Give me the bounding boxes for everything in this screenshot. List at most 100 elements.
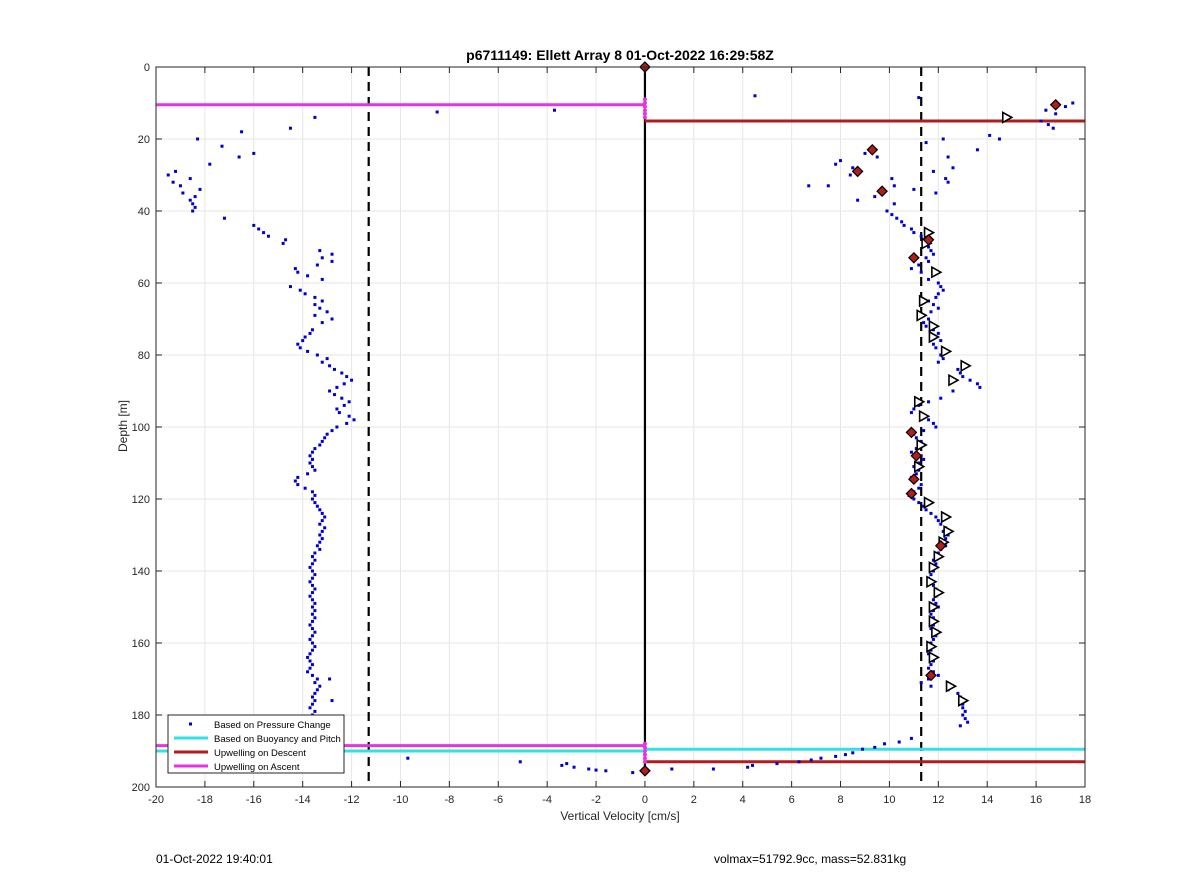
triangle-marker <box>940 345 953 358</box>
descent-marker <box>866 143 879 156</box>
data-point <box>885 209 889 213</box>
data-point <box>843 753 847 757</box>
data-point <box>196 137 200 141</box>
data-point <box>313 551 317 555</box>
y-tick-label: 100 <box>132 422 150 434</box>
data-point <box>310 465 314 469</box>
data-point <box>900 220 904 224</box>
triangle-marker <box>928 330 941 344</box>
y-tick-label: 0 <box>144 62 150 74</box>
data-point <box>318 249 322 253</box>
x-tick-label: -12 <box>344 794 360 806</box>
data-point <box>797 760 801 764</box>
data-point <box>320 537 324 541</box>
data-point <box>927 317 931 321</box>
data-point <box>310 619 314 623</box>
data-point <box>435 110 439 114</box>
data-point <box>939 353 943 357</box>
descent-marker <box>925 669 937 682</box>
triangle-marker <box>928 651 941 664</box>
data-point <box>604 769 608 773</box>
plot-area: -20 -18 -16 -14 -12 -10 -8 -6 -4 -2 0 2 4 6 8 10 12 14 16 1… <box>132 61 1091 806</box>
data-point <box>834 162 838 166</box>
data-point <box>310 591 314 595</box>
data-point <box>313 295 317 299</box>
data-point <box>552 108 556 112</box>
data-point <box>284 238 288 242</box>
data-point <box>914 447 918 451</box>
data-point <box>956 367 960 371</box>
data-point <box>826 184 830 188</box>
data-point <box>594 768 598 772</box>
data-point <box>337 411 341 415</box>
ascent-marker <box>642 108 647 113</box>
data-point <box>318 508 322 512</box>
data-point <box>958 724 962 728</box>
data-point <box>350 378 354 382</box>
data-point <box>313 699 317 703</box>
data-point <box>929 573 933 577</box>
chart-title: p6711149: Ellett Array 8 01-Oct-2022 16:… <box>466 47 774 63</box>
data-point <box>751 763 755 767</box>
data-point <box>315 544 319 548</box>
y-tick-label: 200 <box>132 782 150 794</box>
data-point <box>320 360 324 364</box>
data-point <box>929 627 933 631</box>
ascent-marker <box>642 745 647 750</box>
data-point <box>929 663 933 667</box>
data-point <box>861 747 865 751</box>
data-point <box>188 198 192 202</box>
triangle-marker <box>928 561 941 574</box>
data-point <box>301 339 305 343</box>
data-point <box>927 277 931 281</box>
data-point <box>951 389 955 393</box>
data-point <box>922 504 926 508</box>
data-point <box>332 367 336 371</box>
data-point <box>320 256 324 260</box>
data-point <box>222 216 226 220</box>
data-point <box>310 457 314 461</box>
data-point <box>944 537 948 541</box>
data-point <box>924 256 928 260</box>
data-point <box>997 137 1001 141</box>
data-point <box>753 94 757 98</box>
data-point <box>939 522 943 526</box>
data-point <box>313 115 317 119</box>
data-point <box>303 486 307 490</box>
data-point <box>922 457 926 461</box>
triangle-marker <box>928 600 941 614</box>
data-point <box>310 598 314 602</box>
data-point <box>342 382 346 386</box>
data-point <box>875 155 879 159</box>
data-point <box>518 760 522 764</box>
data-point <box>834 754 838 758</box>
data-point <box>929 511 933 515</box>
data-point <box>941 529 945 533</box>
data-point <box>941 288 945 292</box>
data-point <box>308 659 312 663</box>
data-point <box>308 652 312 656</box>
data-point <box>963 717 967 721</box>
data-point <box>946 155 950 159</box>
data-point <box>934 295 938 299</box>
descent-marker <box>905 426 918 439</box>
data-point <box>851 166 855 170</box>
data-point <box>310 648 314 652</box>
data-point <box>1046 123 1050 127</box>
data-point <box>306 472 310 476</box>
data-point <box>237 155 241 159</box>
data-point <box>345 375 349 379</box>
data-point <box>174 169 178 173</box>
ascent-marker <box>642 111 647 116</box>
data-point <box>929 310 933 314</box>
data-point <box>181 191 185 195</box>
x-tick-label: -2 <box>591 794 601 806</box>
data-point <box>310 673 314 677</box>
legend-swatch <box>189 722 192 726</box>
data-point <box>934 515 938 519</box>
data-point <box>934 191 938 195</box>
data-point <box>257 227 261 231</box>
data-point <box>873 745 877 749</box>
ascent-marker <box>642 756 647 761</box>
data-point <box>310 328 314 332</box>
